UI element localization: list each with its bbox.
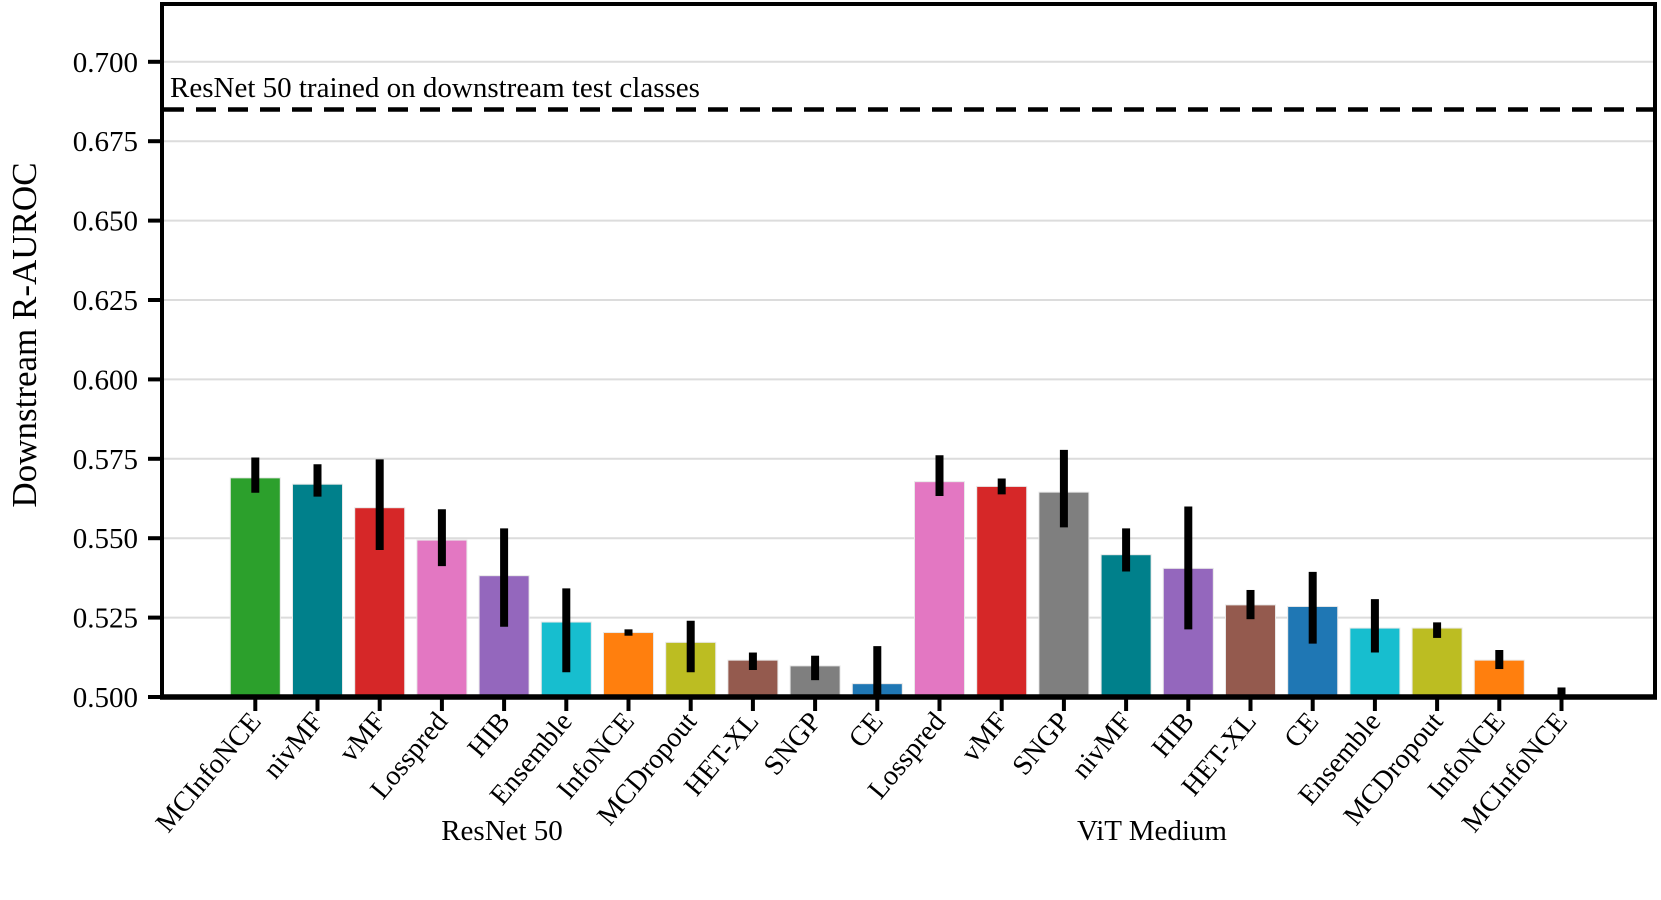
baseline-annotation: ResNet 50 trained on downstream test cla… <box>170 72 700 104</box>
bar <box>914 481 965 698</box>
bars-layer <box>229 477 1587 698</box>
bar <box>229 477 281 698</box>
x-tick-label: HIB <box>1146 707 1201 764</box>
bar <box>1411 627 1463 698</box>
y-tick-label: 0.700 <box>73 47 138 79</box>
x-tick-label: vMF <box>333 707 392 769</box>
x-tick-label: MCInfoNCE <box>150 707 268 839</box>
y-tick-label: 0.500 <box>73 682 138 714</box>
y-tick-label: 0.525 <box>73 603 138 635</box>
x-tick-label: HIB <box>462 707 517 764</box>
group-label-vit-medium: ViT Medium <box>1077 815 1227 847</box>
y-tick-label: 0.600 <box>73 364 138 396</box>
bar <box>976 485 1028 698</box>
y-axis-label: Downstream R-AUROC <box>5 162 44 507</box>
errorbars-layer <box>251 449 1566 697</box>
bar <box>1100 554 1152 698</box>
bar <box>292 483 343 698</box>
x-tick-label: CE <box>1278 707 1325 754</box>
gridlines-layer <box>162 60 1655 619</box>
y-tick-label: 0.675 <box>73 126 138 158</box>
bar <box>416 539 468 698</box>
y-tick-label: 0.550 <box>73 523 138 555</box>
x-tick-label: SNGP <box>1006 707 1076 782</box>
bar <box>603 632 654 698</box>
x-tick-label: SNGP <box>758 707 828 782</box>
x-tick-label: nivMF <box>257 707 330 785</box>
x-tick-label: vMF <box>955 707 1014 769</box>
y-tick-label: 0.650 <box>73 206 138 238</box>
y-tick-label: 0.625 <box>73 285 138 317</box>
ticks-layer: 0.500 0.525 0.550 0.575 0.600 0.625 0.650 0.675… <box>73 47 1574 839</box>
y-tick-label: 0.575 <box>73 444 138 476</box>
group-label-resnet50: ResNet 50 <box>441 815 563 847</box>
x-tick-label: CE <box>843 707 890 754</box>
x-tick-label: nivMF <box>1066 707 1139 785</box>
bar <box>1225 604 1276 698</box>
